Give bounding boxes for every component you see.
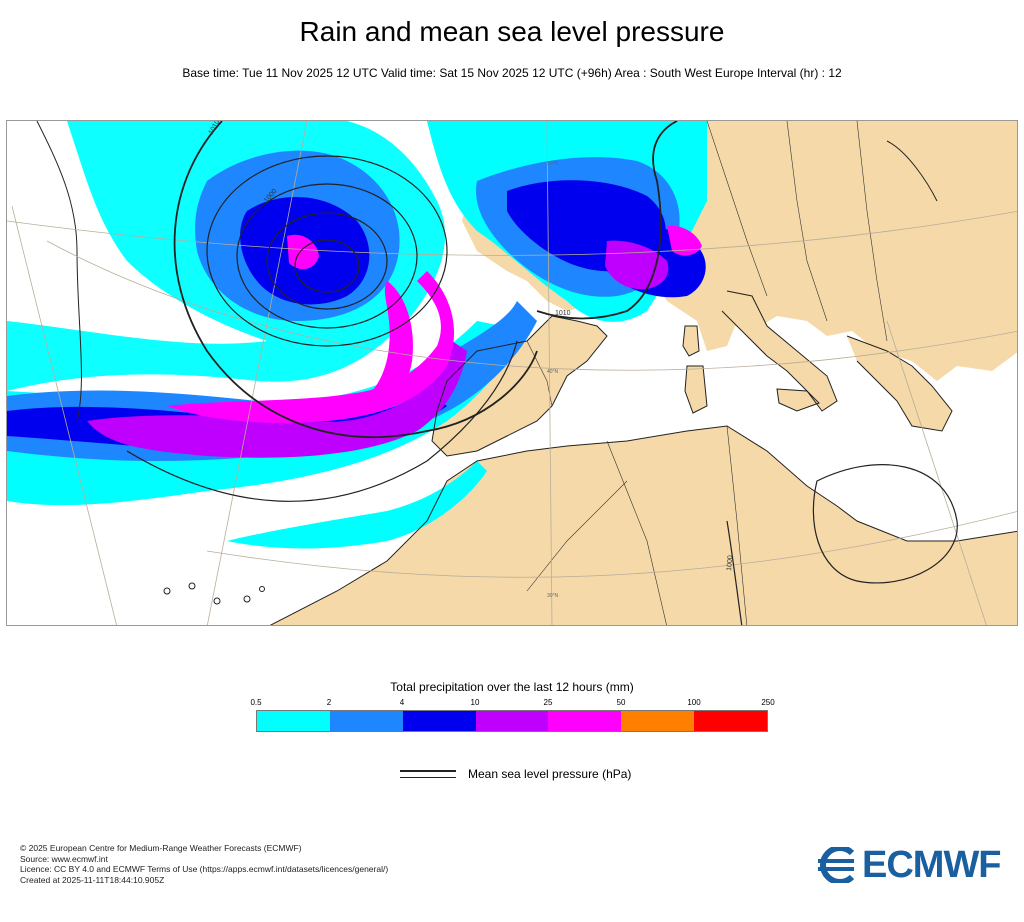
legend-tick: 0.5 xyxy=(250,698,262,707)
forecast-map[interactable]: 50°N 40°N 30°N 1010 1000 1010 1000 xyxy=(6,120,1018,626)
legend-tick: 250 xyxy=(761,698,775,707)
footer-created: Created at 2025-11-11T18:44:10.905Z xyxy=(20,874,165,885)
legend-tick: 100 xyxy=(687,698,701,707)
footer-source: Source: www.ecmwf.int xyxy=(20,853,108,864)
legend-tick: 50 xyxy=(616,698,626,707)
precipitation-layer xyxy=(7,121,707,549)
chart-subtitle: Base time: Tue 11 Nov 2025 12 UTC Valid … xyxy=(182,66,842,80)
mslp-legend-label: Mean sea level pressure (hPa) xyxy=(468,767,632,781)
map-canvas: 50°N 40°N 30°N 1010 1000 1010 1000 xyxy=(7,121,1017,625)
latitude-labels: 50°N 40°N 30°N xyxy=(547,161,559,599)
mslp-legend-line xyxy=(400,770,456,778)
precipitation-color-bar xyxy=(256,710,768,732)
footer-credits: © 2025 European Centre for Medium-Range … xyxy=(20,843,388,885)
chart-title: Rain and mean sea level pressure xyxy=(299,16,725,47)
legend-swatch xyxy=(694,711,768,731)
isobar-layer xyxy=(126,121,958,625)
ecmwf-logo-text: ECMWF xyxy=(862,843,1002,886)
isobar-label: 1010 xyxy=(555,310,571,317)
lat-label-40: 40°N xyxy=(547,369,559,375)
legend-tick: 10 xyxy=(470,698,480,707)
footer-licence: Licence: CC BY 4.0 and ECMWF Terms of Us… xyxy=(20,864,389,874)
borders-layer xyxy=(526,121,888,625)
legend-swatch xyxy=(402,711,476,731)
lat-label-30: 30°N xyxy=(547,593,559,599)
legend-swatch xyxy=(257,711,330,731)
isobar-label: 1000 xyxy=(726,555,734,571)
lat-label-50: 50°N xyxy=(547,161,559,167)
legend-tick: 25 xyxy=(543,698,553,707)
footer-copyright: © 2025 European Centre for Medium-Range … xyxy=(20,843,302,853)
legend-swatch xyxy=(475,711,549,731)
legend-title: Total precipitation over the last 12 hou… xyxy=(390,680,634,694)
legend-swatch xyxy=(329,711,403,731)
ecmwf-logo-icon xyxy=(818,847,855,883)
legend-tick: 2 xyxy=(326,698,332,707)
legend-swatch xyxy=(548,711,622,731)
ecmwf-logo[interactable]: ECMWF xyxy=(812,844,1008,886)
legend-swatch xyxy=(621,711,695,731)
legend-tick: 4 xyxy=(399,698,405,707)
graticule-layer xyxy=(7,121,1017,625)
